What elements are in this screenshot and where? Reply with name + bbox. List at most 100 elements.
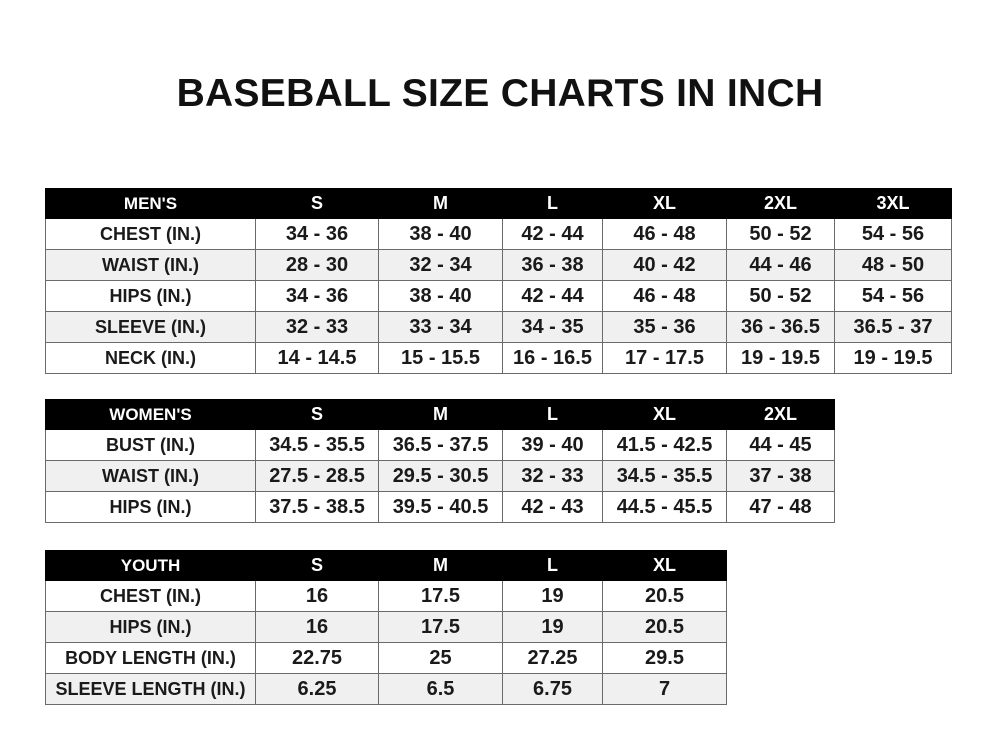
size-value: 29.5 bbox=[602, 642, 727, 674]
size-value: 20.5 bbox=[602, 611, 727, 643]
size-value: 42 - 44 bbox=[502, 280, 603, 312]
size-value: 34 - 36 bbox=[255, 280, 379, 312]
size-value: 32 - 33 bbox=[255, 311, 379, 343]
size-value: 50 - 52 bbox=[726, 218, 835, 250]
table-row: CHEST (IN.) 34 - 36 38 - 40 42 - 44 46 - 48 5… bbox=[45, 218, 952, 250]
measurement-label: HIPS (IN.) bbox=[45, 611, 256, 643]
size-header: M bbox=[378, 188, 503, 219]
measurement-label: CHEST (IN.) bbox=[45, 580, 256, 612]
size-value: 37 - 38 bbox=[726, 460, 835, 492]
size-value: 37.5 - 38.5 bbox=[255, 491, 379, 523]
table-row: SLEEVE LENGTH (IN.) 6.25 6.5 6.75 7 bbox=[45, 673, 727, 705]
table-row: WAIST (IN.) 28 - 30 32 - 34 36 - 38 40 - 42 4… bbox=[45, 249, 952, 281]
size-value: 16 bbox=[255, 580, 379, 612]
size-value: 32 - 34 bbox=[378, 249, 503, 281]
table-row: BODY LENGTH (IN.) 22.75 25 27.25 29.5 bbox=[45, 642, 727, 674]
size-value: 16 bbox=[255, 611, 379, 643]
table-row: SLEEVE (IN.) 32 - 33 33 - 34 34 - 35 35 - 36… bbox=[45, 311, 952, 343]
size-header: 2XL bbox=[726, 399, 835, 430]
size-value: 34 - 36 bbox=[255, 218, 379, 250]
size-header: S bbox=[255, 188, 379, 219]
womens-size-table: WOMEN'S S M L XL 2XL BUST (IN.) 34.5 - 35.5 36.5… bbox=[45, 399, 835, 523]
measurement-label: BUST (IN.) bbox=[45, 429, 256, 461]
measurement-label: HIPS (IN.) bbox=[45, 280, 256, 312]
size-header: M bbox=[378, 399, 503, 430]
size-value: 27.25 bbox=[502, 642, 603, 674]
size-value: 17 - 17.5 bbox=[602, 342, 727, 374]
size-value: 29.5 - 30.5 bbox=[378, 460, 503, 492]
size-value: 36 - 36.5 bbox=[726, 311, 835, 343]
size-value: 46 - 48 bbox=[602, 280, 727, 312]
header-row: YOUTH S M L XL bbox=[45, 550, 727, 581]
size-value: 36 - 38 bbox=[502, 249, 603, 281]
header-row: WOMEN'S S M L XL 2XL bbox=[45, 399, 835, 430]
size-value: 17.5 bbox=[378, 580, 503, 612]
size-value: 34.5 - 35.5 bbox=[255, 429, 379, 461]
table-header-label: WOMEN'S bbox=[45, 399, 256, 430]
size-value: 7 bbox=[602, 673, 727, 705]
size-header: S bbox=[255, 550, 379, 581]
size-value: 34.5 - 35.5 bbox=[602, 460, 727, 492]
size-value: 36.5 - 37 bbox=[834, 311, 952, 343]
header-row: MEN'S S M L XL 2XL 3XL bbox=[45, 188, 952, 219]
size-header: XL bbox=[602, 399, 727, 430]
size-value: 22.75 bbox=[255, 642, 379, 674]
size-header: XL bbox=[602, 550, 727, 581]
measurement-label: CHEST (IN.) bbox=[45, 218, 256, 250]
youth-size-table: YOUTH S M L XL CHEST (IN.) 16 17.5 19 20.5 HIPS (I… bbox=[45, 550, 727, 705]
size-value: 44.5 - 45.5 bbox=[602, 491, 727, 523]
size-value: 44 - 45 bbox=[726, 429, 835, 461]
size-value: 35 - 36 bbox=[602, 311, 727, 343]
page-title: BASEBALL SIZE CHARTS IN INCH bbox=[176, 72, 824, 115]
table-row: HIPS (IN.) 16 17.5 19 20.5 bbox=[45, 611, 727, 643]
size-value: 28 - 30 bbox=[255, 249, 379, 281]
size-header: S bbox=[255, 399, 379, 430]
size-value: 50 - 52 bbox=[726, 280, 835, 312]
size-header: XL bbox=[602, 188, 727, 219]
size-value: 39.5 - 40.5 bbox=[378, 491, 503, 523]
table-header-label: YOUTH bbox=[45, 550, 256, 581]
size-value: 40 - 42 bbox=[602, 249, 727, 281]
size-value: 15 - 15.5 bbox=[378, 342, 503, 374]
size-value: 48 - 50 bbox=[834, 249, 952, 281]
size-header: 2XL bbox=[726, 188, 835, 219]
mens-size-table: MEN'S S M L XL 2XL 3XL CHEST (IN.) 34 - 36 38 - 4… bbox=[45, 188, 952, 374]
measurement-label: NECK (IN.) bbox=[45, 342, 256, 374]
size-value: 6.75 bbox=[502, 673, 603, 705]
size-value: 25 bbox=[378, 642, 503, 674]
size-value: 36.5 - 37.5 bbox=[378, 429, 503, 461]
size-value: 41.5 - 42.5 bbox=[602, 429, 727, 461]
size-value: 34 - 35 bbox=[502, 311, 603, 343]
size-value: 38 - 40 bbox=[378, 218, 503, 250]
table-row: BUST (IN.) 34.5 - 35.5 36.5 - 37.5 39 - 40 4… bbox=[45, 429, 835, 461]
size-value: 16 - 16.5 bbox=[502, 342, 603, 374]
table-row: WAIST (IN.) 27.5 - 28.5 29.5 - 30.5 32 - 33… bbox=[45, 460, 835, 492]
size-value: 6.5 bbox=[378, 673, 503, 705]
size-header: 3XL bbox=[834, 188, 952, 219]
size-header: L bbox=[502, 550, 603, 581]
size-value: 39 - 40 bbox=[502, 429, 603, 461]
size-value: 54 - 56 bbox=[834, 280, 952, 312]
size-value: 27.5 - 28.5 bbox=[255, 460, 379, 492]
size-value: 17.5 bbox=[378, 611, 503, 643]
size-value: 38 - 40 bbox=[378, 280, 503, 312]
table-row: NECK (IN.) 14 - 14.5 15 - 15.5 16 - 16.5 17 … bbox=[45, 342, 952, 374]
size-value: 32 - 33 bbox=[502, 460, 603, 492]
size-value: 42 - 44 bbox=[502, 218, 603, 250]
size-header: L bbox=[502, 399, 603, 430]
size-value: 19 bbox=[502, 580, 603, 612]
size-value: 46 - 48 bbox=[602, 218, 727, 250]
measurement-label: SLEEVE (IN.) bbox=[45, 311, 256, 343]
size-header: L bbox=[502, 188, 603, 219]
size-value: 44 - 46 bbox=[726, 249, 835, 281]
measurement-label: BODY LENGTH (IN.) bbox=[45, 642, 256, 674]
table-row: CHEST (IN.) 16 17.5 19 20.5 bbox=[45, 580, 727, 612]
size-value: 14 - 14.5 bbox=[255, 342, 379, 374]
size-header: M bbox=[378, 550, 503, 581]
size-value: 19 bbox=[502, 611, 603, 643]
size-value: 42 - 43 bbox=[502, 491, 603, 523]
table-row: HIPS (IN.) 37.5 - 38.5 39.5 - 40.5 42 - 43 4… bbox=[45, 491, 835, 523]
size-value: 6.25 bbox=[255, 673, 379, 705]
measurement-label: WAIST (IN.) bbox=[45, 460, 256, 492]
size-value: 33 - 34 bbox=[378, 311, 503, 343]
